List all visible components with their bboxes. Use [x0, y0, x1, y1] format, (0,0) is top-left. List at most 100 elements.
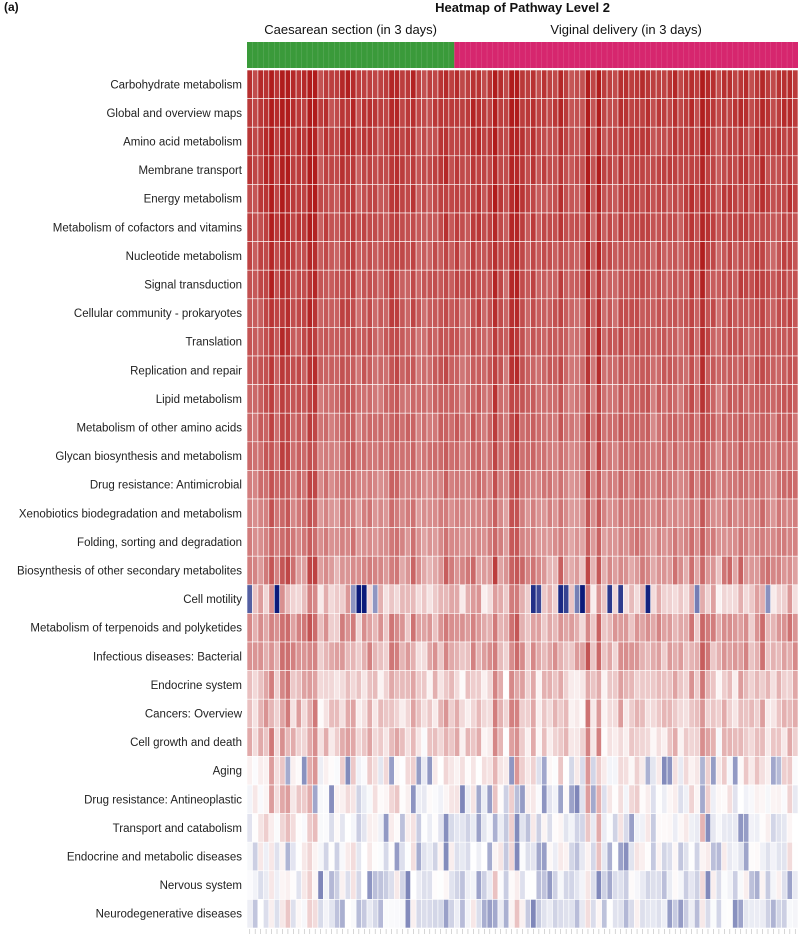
heatmap-cell — [574, 813, 581, 843]
heatmap-cell — [721, 555, 728, 586]
heatmap-cell — [606, 355, 613, 385]
heatmap-cell — [284, 384, 291, 414]
heatmap-cell — [350, 327, 357, 357]
heatmap-cell — [246, 327, 253, 357]
heatmap-cell — [726, 527, 733, 557]
heatmap-cell — [563, 784, 570, 814]
heatmap-cell — [295, 584, 302, 614]
heatmap-cell — [421, 269, 428, 300]
heatmap-cell — [295, 327, 302, 357]
heatmap-cell — [519, 641, 526, 671]
heatmap-cell — [639, 212, 646, 242]
heatmap-cell — [541, 584, 548, 614]
heatmap-cell — [666, 212, 673, 242]
heatmap-cell — [339, 327, 346, 357]
heatmap-cell — [541, 327, 548, 357]
heatmap-cell — [764, 670, 772, 700]
heatmap-cell — [683, 899, 690, 929]
heatmap-cell — [563, 584, 570, 614]
heatmap-cell — [301, 784, 308, 814]
heatmap-cell — [661, 670, 668, 700]
heatmap-cell — [694, 641, 701, 671]
heatmap-cell — [661, 498, 668, 528]
heatmap-cell — [492, 212, 499, 242]
heatmap-cell — [650, 584, 657, 614]
heatmap-cell — [263, 698, 270, 729]
heatmap-cell — [541, 470, 548, 500]
heatmap-cell — [688, 241, 695, 271]
heatmap-cell — [661, 269, 668, 300]
heatmap-cell — [639, 555, 646, 586]
heatmap-cell — [514, 384, 521, 414]
heatmap-cell — [279, 756, 286, 786]
heatmap-cell — [377, 613, 384, 643]
heatmap-cell — [524, 841, 531, 872]
row-label: Nucleotide metabolism — [126, 251, 242, 263]
heatmap-cell — [688, 69, 695, 99]
heatmap-cell — [574, 126, 581, 157]
heatmap-cell — [448, 670, 455, 700]
heatmap-cell — [393, 155, 401, 185]
heatmap-cell — [694, 355, 701, 385]
heatmap-cell — [475, 613, 482, 643]
heatmap-cell — [546, 641, 553, 671]
heatmap-cell — [475, 756, 482, 786]
heatmap-cell — [748, 126, 755, 157]
heatmap-cell — [590, 784, 597, 814]
heatmap-cell — [377, 670, 384, 700]
heatmap-cell — [546, 355, 553, 385]
heatmap-cell — [781, 698, 788, 729]
heatmap-cell — [552, 412, 559, 443]
heatmap-cell — [568, 98, 575, 128]
heatmap-cell — [317, 384, 324, 414]
heatmap-cell — [333, 527, 341, 557]
heatmap-cell — [404, 727, 411, 757]
heatmap-cell — [470, 584, 477, 614]
heatmap-cell — [563, 813, 570, 843]
heatmap-cell — [279, 355, 286, 385]
heatmap-cell — [595, 899, 602, 929]
heatmap-cell — [770, 613, 777, 643]
heatmap-cell — [666, 441, 673, 471]
heatmap-cell — [273, 412, 281, 443]
heatmap-cell — [634, 327, 641, 357]
heatmap-cell — [677, 155, 684, 185]
heatmap-cell — [475, 470, 482, 500]
heatmap-cell — [639, 813, 646, 843]
heatmap-cell — [448, 412, 455, 443]
heatmap-cell — [437, 298, 444, 328]
heatmap-cell — [743, 613, 750, 643]
heatmap-cell — [344, 613, 351, 643]
heatmap-cell — [273, 727, 281, 757]
heatmap-cell — [694, 412, 701, 443]
heatmap-cell — [404, 784, 411, 814]
heatmap-cell — [672, 870, 679, 900]
heatmap-cell — [415, 727, 422, 757]
heatmap-cell — [263, 184, 270, 214]
heatmap-cell — [694, 298, 701, 328]
heatmap-cell — [273, 327, 281, 357]
heatmap-cell — [612, 269, 619, 300]
heatmap-cell — [377, 355, 384, 385]
heatmap-cell — [634, 727, 641, 757]
heatmap-cell — [366, 269, 373, 300]
heatmap-cell — [448, 184, 455, 214]
heatmap-cell — [421, 155, 428, 185]
heatmap-cell — [748, 756, 755, 786]
heatmap-cell — [786, 98, 793, 128]
heatmap-cell — [470, 441, 477, 471]
heatmap-cell — [568, 613, 575, 643]
heatmap-cell — [333, 784, 341, 814]
heatmap-cell — [426, 384, 433, 414]
heatmap-cell — [563, 355, 570, 385]
heatmap-cell — [546, 527, 553, 557]
heatmap-cell — [268, 269, 275, 300]
heatmap-cell — [404, 555, 411, 586]
heatmap-cell — [781, 126, 788, 157]
heatmap-cell — [737, 241, 744, 271]
heatmap-cell — [650, 155, 657, 185]
heatmap-cell — [273, 841, 281, 872]
heatmap-cell — [764, 298, 772, 328]
heatmap-cell — [748, 69, 755, 99]
heatmap-cell — [754, 527, 761, 557]
